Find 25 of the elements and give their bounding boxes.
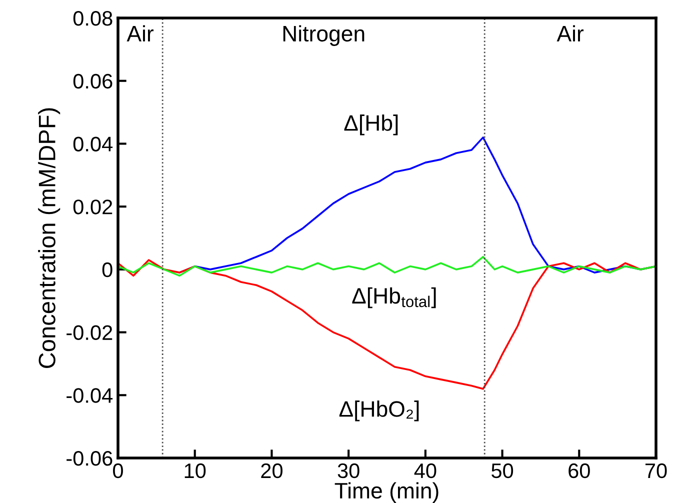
- y-tick-label: -0.04: [66, 388, 113, 403]
- annotation: Air: [126, 25, 154, 42]
- series-label: Δ[Hb]: [344, 114, 398, 136]
- series-label: Δ[Hb$_{total}$]: [352, 287, 436, 308]
- y-tick-label: -0.02: [66, 325, 112, 340]
- y-tick-label: 0: [102, 262, 112, 278]
- annotation: Air: [556, 25, 584, 42]
- x-tick-label: 70: [645, 463, 667, 478]
- y-tick-label: -0.06: [66, 451, 112, 466]
- y-tick-label: 0.06: [73, 74, 112, 89]
- y-axis-title: Concentration (mM/DPF): [38, 108, 60, 368]
- x-tick-label: 10: [184, 463, 206, 478]
- y-tick-label: 0.08: [73, 11, 112, 26]
- x-tick-label: 0: [113, 463, 123, 478]
- x-tick-label: 20: [261, 463, 282, 478]
- x-tick-label: 40: [414, 463, 436, 478]
- annotation: Nitrogen: [283, 25, 364, 46]
- x-tick-label: 50: [492, 463, 514, 478]
- y-tick-label: 0.04: [73, 136, 113, 152]
- y-tick-label: 0.02: [73, 200, 112, 214]
- series-label: Δ[HbO₂]: [339, 400, 419, 422]
- x-tick-label: 30: [338, 463, 360, 478]
- x-axis-title: Time (min): [334, 482, 438, 503]
- line-series: [118, 256, 656, 277]
- x-tick-label: 60: [568, 463, 590, 478]
